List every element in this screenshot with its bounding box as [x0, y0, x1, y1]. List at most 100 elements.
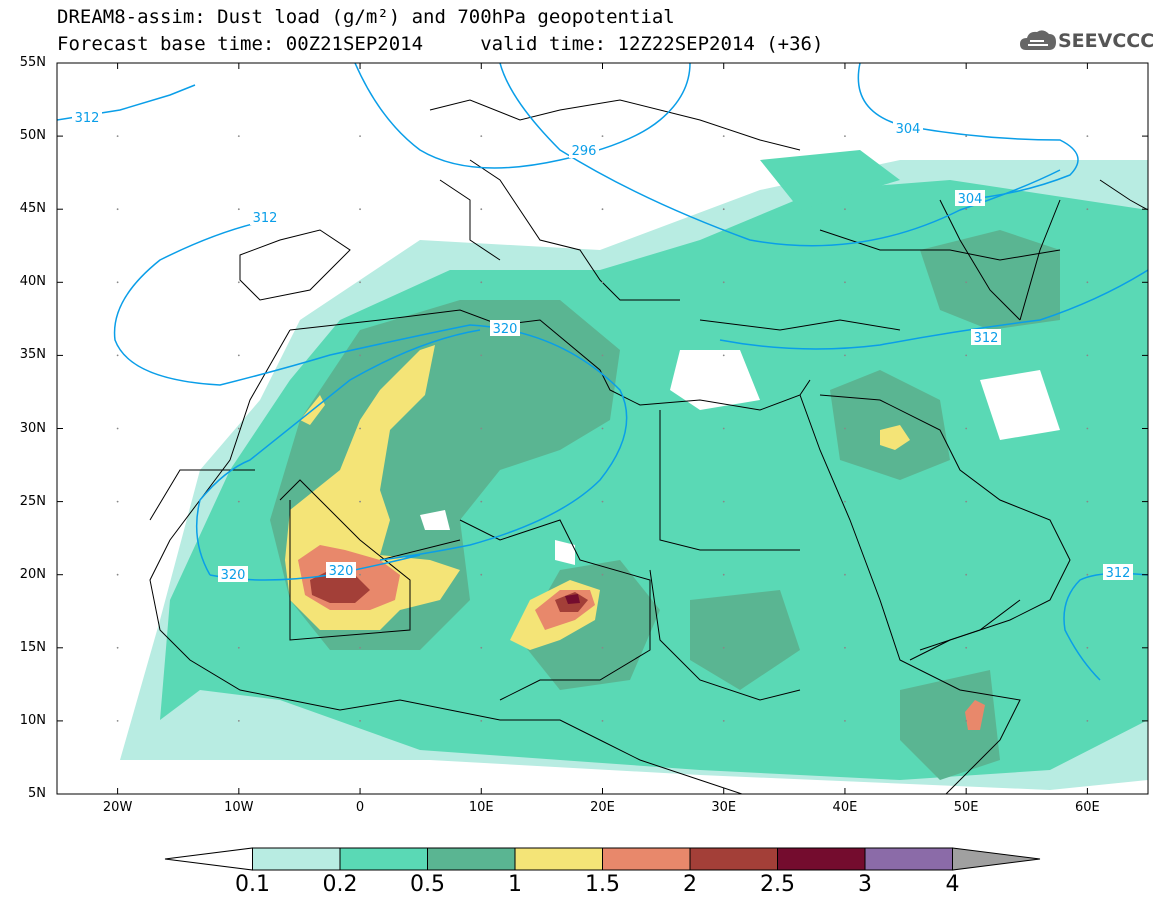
grid-dot: [844, 720, 846, 722]
lat-tick-label: 45N: [19, 201, 46, 217]
lat-tick-label: 30N: [19, 420, 46, 436]
grid-dot: [359, 646, 361, 649]
grid-dot: [601, 135, 604, 138]
colorbar-level-label: 3: [858, 872, 872, 897]
grid-dot: [601, 573, 604, 576]
grid-dot: [722, 427, 725, 430]
grid-dot: [116, 354, 119, 357]
grid-dot: [237, 500, 240, 503]
grid-dot: [722, 720, 725, 722]
grid-dot: [722, 135, 725, 138]
grid-dot: [359, 208, 361, 211]
colorbar-swatch: [864, 847, 953, 871]
lon-tick-label: 50E: [953, 800, 979, 815]
grid-dot: [965, 354, 968, 357]
lon-tick-label: 0: [355, 800, 365, 815]
grid-dot: [601, 208, 604, 211]
grid-dot: [359, 281, 361, 284]
grid-dot: [359, 135, 361, 138]
grid-dot: [844, 135, 846, 138]
lon-tick-label: 20W: [102, 800, 133, 815]
contour-label: 304: [958, 192, 983, 207]
grid-dot: [359, 500, 361, 503]
grid-dot: [480, 427, 483, 430]
contour-label-bg: [250, 209, 280, 225]
grid-dot: [116, 208, 119, 211]
grid-dot: [480, 281, 483, 284]
grid-dot: [844, 281, 846, 284]
grid-dot: [237, 720, 240, 722]
contour-label: 312: [974, 331, 999, 346]
grid-dot: [965, 281, 968, 284]
contour-label: 296: [572, 144, 597, 159]
lon-tick-label: 60E: [1074, 800, 1100, 815]
contour-label: 312: [253, 211, 278, 226]
grid-dot: [359, 720, 361, 722]
grid-dot: [480, 573, 483, 576]
grid-dot: [480, 500, 483, 503]
grid-dot: [965, 135, 968, 138]
grid-dot: [965, 720, 968, 722]
grid-dot: [237, 646, 240, 649]
grid-dot: [480, 354, 483, 357]
grid-dot: [1086, 720, 1089, 722]
grid-dot: [965, 500, 968, 503]
grid-dot: [722, 500, 725, 503]
grid-dot: [722, 208, 725, 211]
colorbar-level-label: 4: [945, 872, 960, 897]
grid-dot: [480, 720, 483, 722]
grid-dot: [965, 427, 968, 430]
contour-label-bg: [955, 190, 985, 206]
contour-label: 304: [896, 122, 921, 137]
grid-dot: [601, 720, 604, 722]
grid-dots: [116, 135, 1089, 722]
forecast-time-line: Forecast base time: 00Z21SEP2014 valid t…: [57, 33, 824, 55]
lat-tick-label: 40N: [19, 274, 46, 290]
grid-dot: [1086, 281, 1089, 284]
lat-tick-label: 10N: [19, 712, 46, 728]
lat-tick-label: 15N: [19, 639, 46, 655]
lon-tick-label: 40E: [832, 800, 858, 815]
colorbar-swatch: [339, 847, 428, 871]
grid-dot: [116, 720, 119, 722]
lat-tick-label: 5N: [28, 786, 46, 801]
contour-label: 320: [493, 322, 518, 337]
grid-dot: [116, 500, 119, 503]
grid-dot: [480, 208, 483, 211]
contour-labels: 312 296 304 312 304 320 312 320 320 312: [72, 109, 1133, 583]
colorbar-swatch: [427, 847, 516, 871]
contour-label: 320: [221, 568, 246, 583]
contour-label: 320: [329, 564, 354, 579]
grid-dot: [359, 354, 361, 357]
colorbar-swatch: [252, 847, 341, 871]
colorbar: [164, 847, 1041, 871]
contour-label-bg: [971, 329, 1001, 345]
contour-label-bg: [326, 562, 356, 578]
grid-dot: [237, 354, 240, 357]
grid-dot: [965, 573, 968, 576]
grid-dot: [116, 135, 119, 138]
grid-dot: [601, 646, 604, 649]
grid-dot: [844, 500, 846, 503]
colorbar-level-label: 1.5: [585, 872, 620, 897]
colorbar-level-label: 2.5: [760, 872, 795, 897]
lon-tick-label: 30E: [711, 800, 737, 815]
colorbar-level-label: 0.2: [322, 872, 358, 897]
grid-dot: [965, 208, 968, 211]
colorbar-swatch: [164, 847, 253, 871]
grid-dot: [237, 427, 240, 430]
grid-dot: [237, 281, 240, 284]
grid-dot: [722, 281, 725, 284]
grid-dot: [1086, 427, 1089, 430]
map-title: DREAM8-assim: Dust load (g/m²) and 700hP…: [57, 6, 675, 28]
contour-label-bg: [893, 120, 923, 136]
colorbar-swatch: [602, 847, 691, 871]
contour-label-bg: [218, 566, 248, 582]
grid-dot: [965, 646, 968, 649]
grid-dot: [237, 208, 240, 211]
grid-dot: [722, 354, 725, 357]
grid-dot: [601, 500, 604, 503]
grid-dot: [844, 646, 846, 649]
contour-label-bg: [569, 142, 599, 158]
